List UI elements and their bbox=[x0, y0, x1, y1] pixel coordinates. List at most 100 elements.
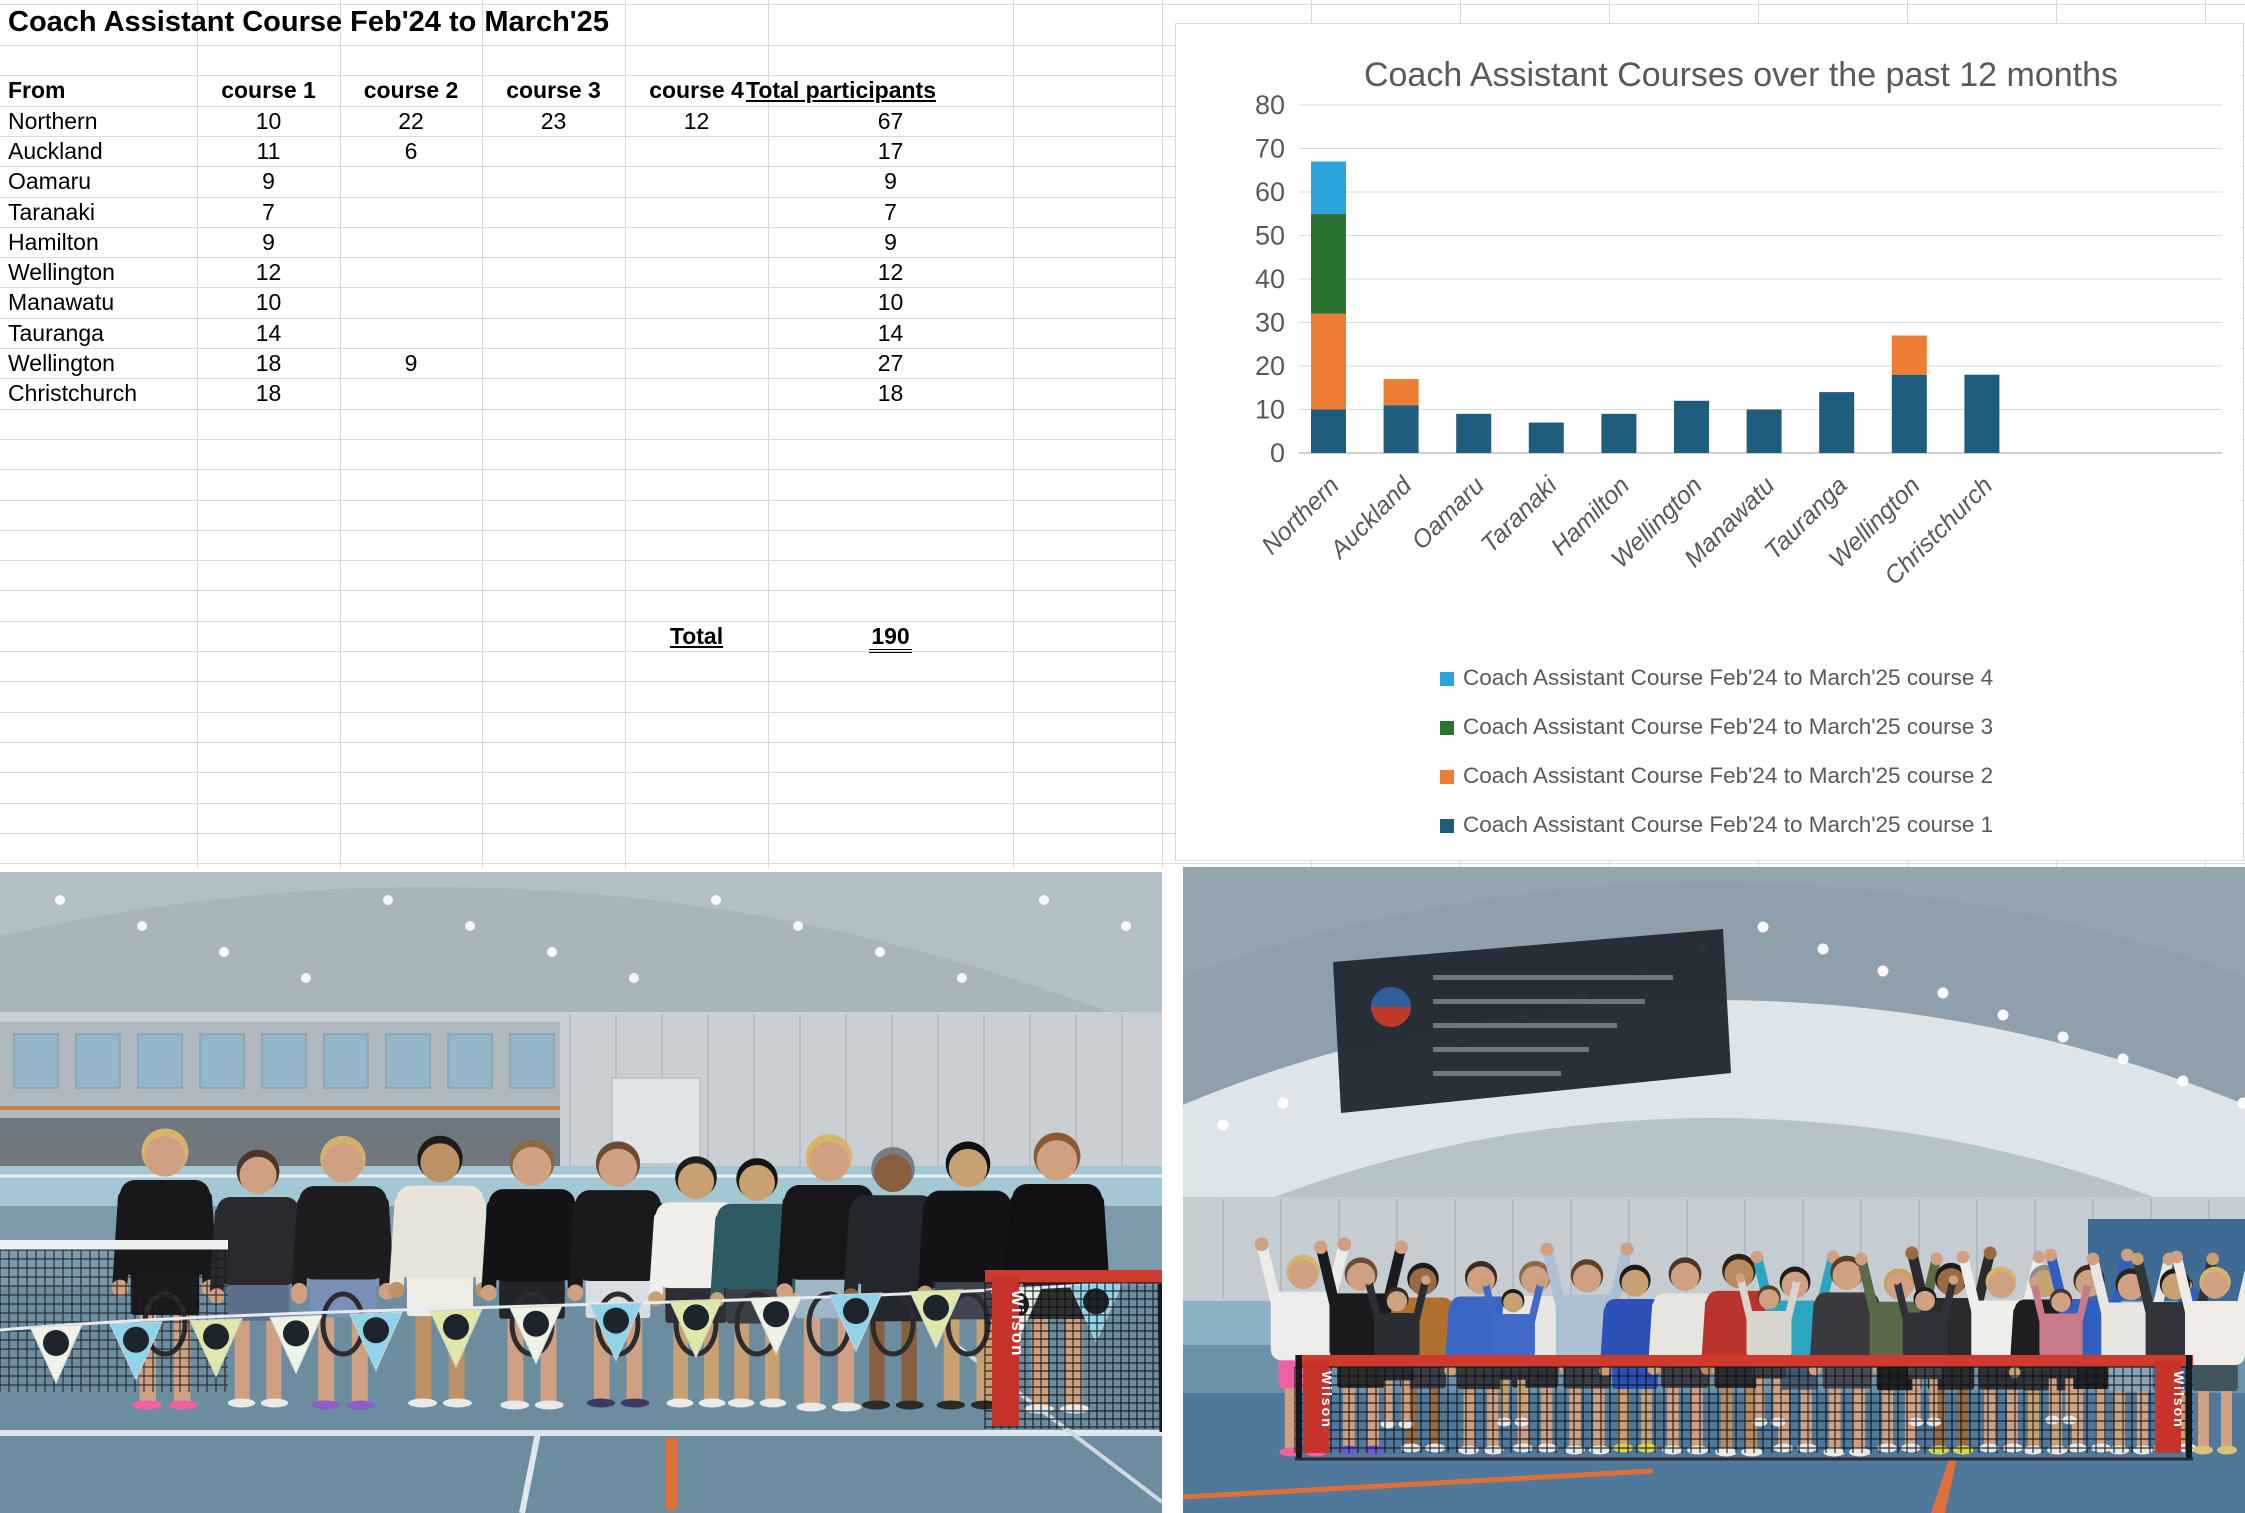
ceiling-light bbox=[383, 895, 393, 905]
head bbox=[2051, 1292, 2071, 1312]
ceiling-light bbox=[2057, 1031, 2069, 1043]
cell-course-value[interactable]: 23 bbox=[540, 107, 567, 134]
hand bbox=[1599, 1365, 1611, 1377]
head bbox=[1386, 1291, 1408, 1312]
head bbox=[1670, 1262, 1700, 1292]
hand bbox=[1750, 1250, 1764, 1264]
shorts bbox=[226, 1274, 290, 1321]
legend-label: Coach Assistant Course Feb'24 to March'2… bbox=[1463, 812, 1993, 837]
cell-region[interactable]: Christchurch bbox=[8, 380, 138, 407]
cell-region[interactable]: Manawatu bbox=[8, 289, 115, 316]
cell-total-value[interactable]: 9 bbox=[884, 228, 897, 255]
shoe bbox=[796, 1402, 827, 1412]
hand bbox=[1313, 1240, 1328, 1254]
cell-region[interactable]: Northern bbox=[8, 107, 98, 134]
hand bbox=[1956, 1250, 1970, 1264]
mezzanine-window bbox=[323, 1033, 369, 1089]
banner-text-line bbox=[1433, 999, 1645, 1004]
cell-region[interactable]: Auckland bbox=[8, 137, 103, 164]
legend-swatch bbox=[1440, 721, 1454, 735]
cell-course-value[interactable]: 10 bbox=[255, 107, 282, 134]
ceiling-light bbox=[957, 973, 967, 983]
hand bbox=[1394, 1240, 1409, 1254]
cell-course-value[interactable]: 7 bbox=[262, 198, 275, 225]
cell-total-value[interactable]: 67 bbox=[877, 107, 904, 134]
bar-segment bbox=[1601, 413, 1637, 453]
hand bbox=[2084, 1277, 2094, 1287]
cell-course-value[interactable]: 12 bbox=[255, 259, 282, 286]
hand bbox=[567, 1284, 584, 1301]
cell-course-value[interactable]: 10 bbox=[255, 289, 282, 316]
leg bbox=[1463, 1358, 1475, 1449]
head bbox=[512, 1147, 552, 1186]
pennant-logo bbox=[363, 1317, 389, 1344]
arm-raised bbox=[1257, 1243, 1282, 1308]
pennant-logo bbox=[923, 1294, 949, 1321]
arm-raised bbox=[2235, 1269, 2245, 1316]
cell-total-value[interactable]: 7 bbox=[884, 198, 897, 225]
bar-segment bbox=[1891, 374, 1927, 453]
cell-course-value[interactable]: 11 bbox=[256, 137, 281, 164]
cell-region[interactable]: Wellington bbox=[8, 350, 115, 376]
cell-course-value[interactable]: 9 bbox=[262, 228, 275, 255]
arm-raised bbox=[2089, 1257, 2112, 1318]
cell-total-value[interactable]: 17 bbox=[877, 137, 904, 164]
cell-region[interactable]: Taranaki bbox=[8, 198, 95, 225]
cell-total-value[interactable]: 14 bbox=[877, 319, 904, 346]
cell-region[interactable]: Oamaru bbox=[8, 168, 92, 195]
col-header-course: course 4 bbox=[649, 77, 744, 104]
hand bbox=[480, 1284, 497, 1301]
legend-swatch bbox=[1440, 672, 1454, 686]
torso bbox=[1374, 1313, 1420, 1361]
orange-center-line bbox=[1931, 1459, 1957, 1513]
hand bbox=[2170, 1250, 2183, 1264]
cell-total-value[interactable]: 18 bbox=[877, 380, 904, 407]
cell-region[interactable]: Wellington bbox=[8, 259, 115, 286]
bar-segment bbox=[1456, 413, 1492, 453]
banner-text-line bbox=[1433, 975, 1673, 980]
cell-total-value[interactable]: 9 bbox=[884, 168, 897, 195]
arm-raised bbox=[1971, 1252, 1995, 1314]
shoe bbox=[1380, 1419, 1396, 1429]
pennant-logo bbox=[683, 1304, 709, 1331]
bar-segment bbox=[1383, 379, 1419, 406]
torso bbox=[717, 1203, 797, 1289]
torso bbox=[1491, 1314, 1535, 1361]
wilson-banner-text: Wilson bbox=[1008, 1290, 1027, 1358]
legend-swatch bbox=[1440, 770, 1454, 784]
mezzanine-window bbox=[509, 1033, 555, 1089]
cell-region[interactable]: Hamilton bbox=[8, 228, 99, 255]
head bbox=[1987, 1271, 2015, 1299]
hand bbox=[1891, 1275, 1902, 1285]
arm-raised bbox=[1737, 1277, 1754, 1323]
arm-raised bbox=[2172, 1256, 2195, 1316]
cell-course-value[interactable]: 9 bbox=[262, 168, 275, 195]
cell-course-value[interactable]: 22 bbox=[398, 107, 424, 134]
cell-course-value[interactable]: 18 bbox=[255, 350, 282, 376]
head bbox=[809, 1141, 849, 1182]
cell-course-value[interactable]: 9 bbox=[404, 350, 418, 376]
shoe bbox=[936, 1400, 966, 1410]
head bbox=[1915, 1290, 1935, 1311]
hand bbox=[1540, 1242, 1554, 1256]
net-post bbox=[1157, 1283, 1162, 1433]
cell-course-value[interactable]: 18 bbox=[255, 380, 282, 407]
person bbox=[388, 1135, 492, 1408]
ceiling-light bbox=[301, 973, 311, 983]
cell-course-value[interactable]: 6 bbox=[404, 137, 418, 164]
legend-label: Coach Assistant Course Feb'24 to March'2… bbox=[1463, 714, 1993, 739]
cell-total-value[interactable]: 12 bbox=[877, 259, 904, 286]
cell-total-value[interactable]: 10 bbox=[877, 289, 904, 316]
leg bbox=[1773, 1356, 1782, 1421]
ceiling-light bbox=[629, 973, 639, 983]
leg bbox=[1957, 1359, 1969, 1449]
cell-region[interactable]: Tauranga bbox=[8, 319, 104, 346]
ceiling-light bbox=[219, 947, 229, 957]
cell-total-value[interactable]: 27 bbox=[877, 350, 904, 376]
cell-course-value[interactable]: 14 bbox=[255, 319, 282, 346]
hand bbox=[1254, 1237, 1269, 1252]
leg bbox=[2198, 1361, 2209, 1449]
hand bbox=[1363, 1275, 1373, 1285]
torso bbox=[2185, 1301, 2245, 1365]
cell-course-value[interactable]: 12 bbox=[683, 107, 710, 134]
